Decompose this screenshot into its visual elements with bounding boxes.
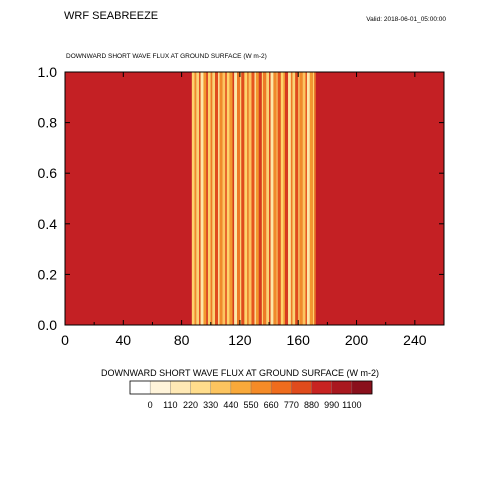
colorbar-swatch (291, 381, 312, 394)
colorbar-swatch (210, 381, 232, 394)
colorbar-title: DOWNWARD SHORT WAVE FLUX AT GROUND SURFA… (101, 368, 379, 378)
colorbar-label: 770 (284, 400, 299, 410)
colorbar-label: 1100 (342, 400, 361, 410)
heatmap-stripe (285, 72, 289, 325)
heatmap-stripe (206, 72, 208, 325)
plot-area (65, 72, 444, 325)
heatmap-stripe (266, 72, 270, 325)
colorbar-label: 880 (304, 400, 319, 410)
heatmap-stripe (207, 72, 211, 325)
x-tick-label: 80 (174, 332, 190, 348)
heatmap-stripe (222, 72, 226, 325)
y-tick-label: 0.4 (38, 216, 58, 232)
heatmap-stripe (232, 72, 235, 325)
heatmap-stripe (194, 72, 197, 325)
heatmap-stripe (299, 72, 303, 325)
heatmap-stripe (234, 72, 238, 325)
heatmap-stripe (298, 72, 300, 325)
heatmap-stripe (290, 72, 293, 325)
colorbar-frame (129, 380, 373, 395)
colorbar-swatch (190, 381, 211, 394)
y-tick-label: 0.6 (38, 165, 58, 181)
colorbar-label: 220 (183, 400, 198, 410)
colorbar-swatch (150, 381, 171, 394)
heatmap-stripe (273, 72, 277, 325)
heatmap-stripe (251, 72, 255, 325)
heatmap-stripe (244, 72, 248, 325)
heatmap-stripe (248, 72, 252, 325)
y-axis: 0.0 0.2 0.4 0.6 0.8 1.0 (38, 64, 444, 333)
heatmap-stripe (302, 72, 306, 325)
heatmap-stripe (270, 72, 274, 325)
heatmap-stripe (276, 72, 278, 325)
heatmap-stripe (226, 72, 230, 325)
colorbar-swatch (170, 381, 191, 394)
heatmap-stripe (255, 72, 259, 325)
heatmap-stripe (314, 72, 316, 325)
heatmap-stripe (212, 72, 216, 325)
heatmap-stripe (305, 72, 307, 325)
y-tick-label: 1.0 (38, 64, 58, 80)
plot-frame (64, 71, 445, 326)
x-tick-label: 0 (61, 332, 69, 348)
heatmap-stripe (225, 72, 227, 325)
colorbar-label: 660 (264, 400, 279, 410)
colorbar-label: 110 (163, 400, 177, 410)
heatmap-stripe (288, 72, 291, 325)
heatmap-stripe (295, 72, 299, 325)
heatmap-stripe (306, 72, 310, 325)
colorbar-swatch (230, 381, 252, 394)
x-tick-label: 240 (403, 332, 427, 348)
heatmap-stripe (239, 72, 242, 325)
y-tick-label: 0.0 (38, 317, 58, 333)
x-tick-label: 40 (116, 332, 132, 348)
chart-title: DOWNWARD SHORT WAVE FLUX AT GROUND SURFA… (66, 53, 267, 60)
colorbar-swatch (271, 381, 292, 394)
heatmap-stripe (312, 72, 315, 325)
heatmap-stripe (277, 72, 281, 325)
x-tick-label: 200 (345, 332, 369, 348)
page-title: WRF SEABREEZE (64, 10, 159, 22)
y-tick-label: 0.8 (38, 115, 58, 131)
x-axis: 0 40 80 120 160 200 240 (61, 72, 427, 348)
heatmap-stripe (229, 72, 233, 325)
colorbar-label: 330 (203, 400, 218, 410)
heatmap-stripe (258, 72, 262, 325)
heatmap-stripe (210, 72, 213, 325)
heatmap-stripe (254, 72, 256, 325)
colorbar-swatch (130, 381, 151, 394)
heatmap-stripe (283, 72, 286, 325)
colorbar-label: 440 (223, 400, 238, 410)
x-tick-label: 120 (228, 332, 252, 348)
heatmap-stripe (215, 72, 219, 325)
colorbar-swatch (351, 381, 373, 394)
x-tick-label: 160 (287, 332, 311, 348)
colorbar-swatch (251, 381, 272, 394)
heatmap-stripe (280, 72, 284, 325)
colorbar: 0 110 220 330 440 550 660 770 880 990 1100 (129, 380, 373, 410)
heatmap-stripe (218, 72, 220, 325)
heatmap-stripe (196, 72, 200, 325)
heatmap-stripe (261, 72, 264, 325)
colorbar-label: 0 (148, 400, 153, 410)
y-tick-label: 0.2 (38, 266, 58, 282)
colorbar-swatch (311, 381, 332, 394)
colorbar-label: 550 (243, 400, 258, 410)
heatmap-stripe (219, 72, 223, 325)
heatmap-stripe (263, 72, 267, 325)
heatmap-stripe (203, 72, 207, 325)
heatmap-stripe (269, 72, 271, 325)
heatmap-stripe (292, 72, 296, 325)
heatmap-stripe (237, 72, 240, 325)
heatmap-stripe (191, 72, 195, 325)
heatmap-stripe (241, 72, 245, 325)
heatmap-stripe (199, 72, 201, 325)
colorbar-label: 990 (324, 400, 339, 410)
heatmap-stripe (200, 72, 204, 325)
valid-time: Valid: 2018-06-01_05:00:00 (366, 16, 446, 23)
heatmap-stripe (309, 72, 313, 325)
heatmap-stripe (247, 72, 249, 325)
colorbar-swatch (331, 381, 353, 394)
